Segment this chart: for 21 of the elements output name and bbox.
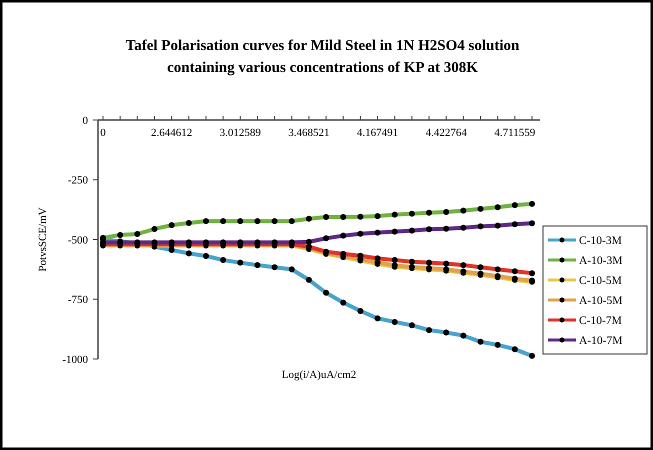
y-tick-label: -500 <box>68 234 88 246</box>
x-tick-label: 4.167491 <box>356 127 398 139</box>
x-tick-label: 4.711559 <box>494 127 536 139</box>
legend-label: C-10-5M <box>579 275 622 288</box>
chart-title: Tafel Polarisation curves for Mild Steel in 1N H2SO4 solution containing various concentrations of KP at 308K <box>126 38 520 76</box>
legend-label: A-10-5M <box>579 295 622 308</box>
legend-label: A-10-3M <box>579 255 622 268</box>
legend-label: C-10-7M <box>579 315 622 328</box>
x-tick-label: 3.012589 <box>220 127 262 139</box>
y-axis-title: PotvsSCE/mV <box>37 207 49 272</box>
y-tick-label: -750 <box>68 294 88 306</box>
legend-label: C-10-3M <box>579 235 622 248</box>
y-tick-label: -1000 <box>62 354 88 366</box>
y-tick-label: -250 <box>68 174 88 187</box>
x-tick-label: 4.422764 <box>426 127 468 139</box>
legend-label: A-10-7M <box>579 335 622 348</box>
y-tick-label: 0 <box>82 114 88 127</box>
x-tick-label: 0 <box>100 127 106 139</box>
x-tick-label: 2.644612 <box>151 127 192 139</box>
x-axis-title: Log(i/A)uA/cm2 <box>282 369 356 381</box>
x-tick-label: 3.468521 <box>288 127 330 139</box>
